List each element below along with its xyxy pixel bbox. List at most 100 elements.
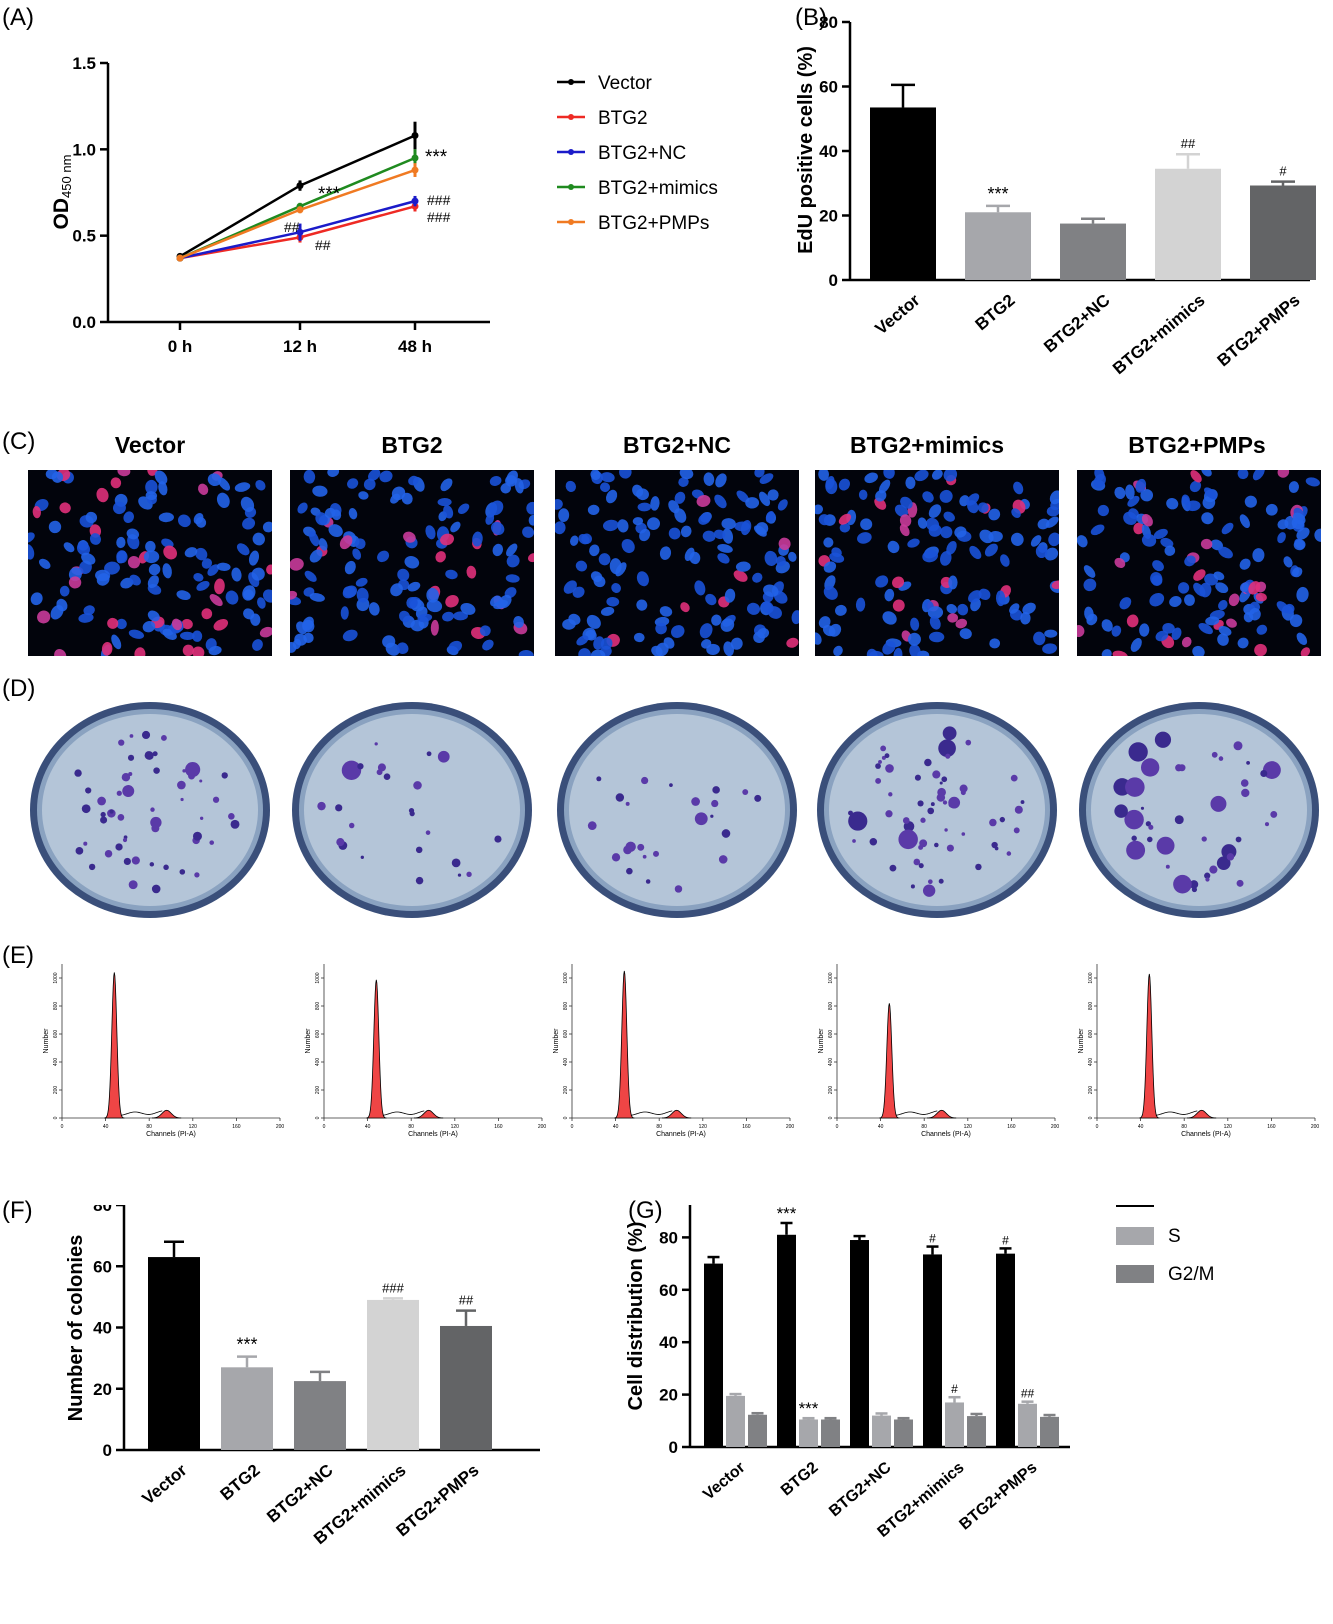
nucleus [76,541,91,556]
nucleus [506,543,518,557]
nucleus [324,507,336,519]
nucleus [1276,601,1290,614]
nucleus [882,641,896,655]
colony [413,781,422,790]
y-tick-label: 200 [53,1086,59,1095]
colony [989,818,997,827]
colony [127,754,135,761]
y-tick-label: 400 [315,1058,321,1067]
bar [799,1419,818,1447]
nucleus [694,580,706,596]
legend-label: G2/M [1168,1264,1214,1285]
nucleus [1133,522,1145,535]
nucleus [482,639,494,651]
nucleus [1283,556,1293,568]
nucleus [968,590,982,603]
y-tick-label: 20 [93,1380,112,1399]
colony [930,802,935,807]
dish-medium [569,714,785,906]
nucleus [1162,622,1175,634]
x-tick-label: 200 [1051,1124,1059,1130]
significance-label: # [951,1382,958,1396]
colony [1125,777,1145,797]
nucleus [735,561,751,572]
nucleus [892,576,905,589]
y-tick-label: 800 [1088,1002,1094,1011]
colony [1226,853,1235,861]
nucleus [860,518,873,531]
nucleus [905,476,916,490]
nucleus [430,619,439,636]
nucleus [1030,535,1042,547]
nucleus [95,569,111,582]
flow-histogram: 0 40 80 120 160 200 0 200 400 600 800 1000 Channels … [1075,958,1319,1143]
colony [945,753,951,759]
nucleus [1213,571,1225,581]
colony [457,873,462,877]
colony [924,758,932,767]
nucleus [679,470,694,480]
legend-label: BTG2+mimics [598,178,718,199]
nucleus [147,470,158,476]
nucleus [589,544,600,557]
nucleus [443,505,454,519]
nucleus [397,568,410,582]
colony [653,850,660,857]
y-tick-label: 0 [563,1116,569,1119]
nucleus [650,496,660,511]
colony [408,807,415,814]
nucleus [154,470,168,485]
nucleus [1254,643,1267,656]
colony [1126,840,1146,860]
g1-peak [614,970,635,1119]
colony [869,837,878,846]
significance-label: ### [427,209,451,225]
x-tick-label: 160 [494,1124,503,1130]
nucleus [59,502,71,514]
y-tick-label: 600 [1088,1030,1094,1039]
nucleus [489,476,502,486]
y-tick-label: 400 [53,1058,59,1067]
nucleus [192,630,203,642]
nucleus [145,540,156,553]
nucleus [161,538,174,548]
nucleus [939,489,953,503]
y-tick-label: 60 [93,1257,112,1276]
colony [1218,756,1224,761]
colony-dish [815,700,1059,920]
nucleus [1265,503,1278,516]
nucleus [472,531,483,547]
nucleus [1011,508,1021,518]
colony [123,857,131,866]
nucleus [788,551,797,562]
colony [1165,864,1170,869]
colony [920,817,926,823]
micrograph-title: BTG2+PMPs [1128,432,1266,458]
y-tick-label: 600 [563,1030,569,1039]
nucleus [437,497,452,507]
nucleus [914,470,929,482]
colony [1145,821,1152,827]
nucleus [148,563,161,576]
nucleus [680,525,692,538]
colony [199,816,204,820]
colony [1140,758,1160,777]
colony [626,867,633,875]
nucleus [633,632,645,643]
nucleus [83,605,95,616]
nucleus [1218,546,1233,559]
colony [913,858,921,866]
g2m-peak [152,1109,182,1119]
colony [938,739,956,758]
nucleus [302,619,315,633]
nucleus [929,616,941,630]
nucleus [1221,522,1234,535]
colony [994,846,999,851]
nucleus [1152,560,1164,572]
nucleus [78,613,94,623]
nucleus [1215,582,1229,594]
colony [878,760,882,764]
nucleus [126,528,140,540]
nucleus [195,547,208,561]
colony [1246,760,1250,765]
